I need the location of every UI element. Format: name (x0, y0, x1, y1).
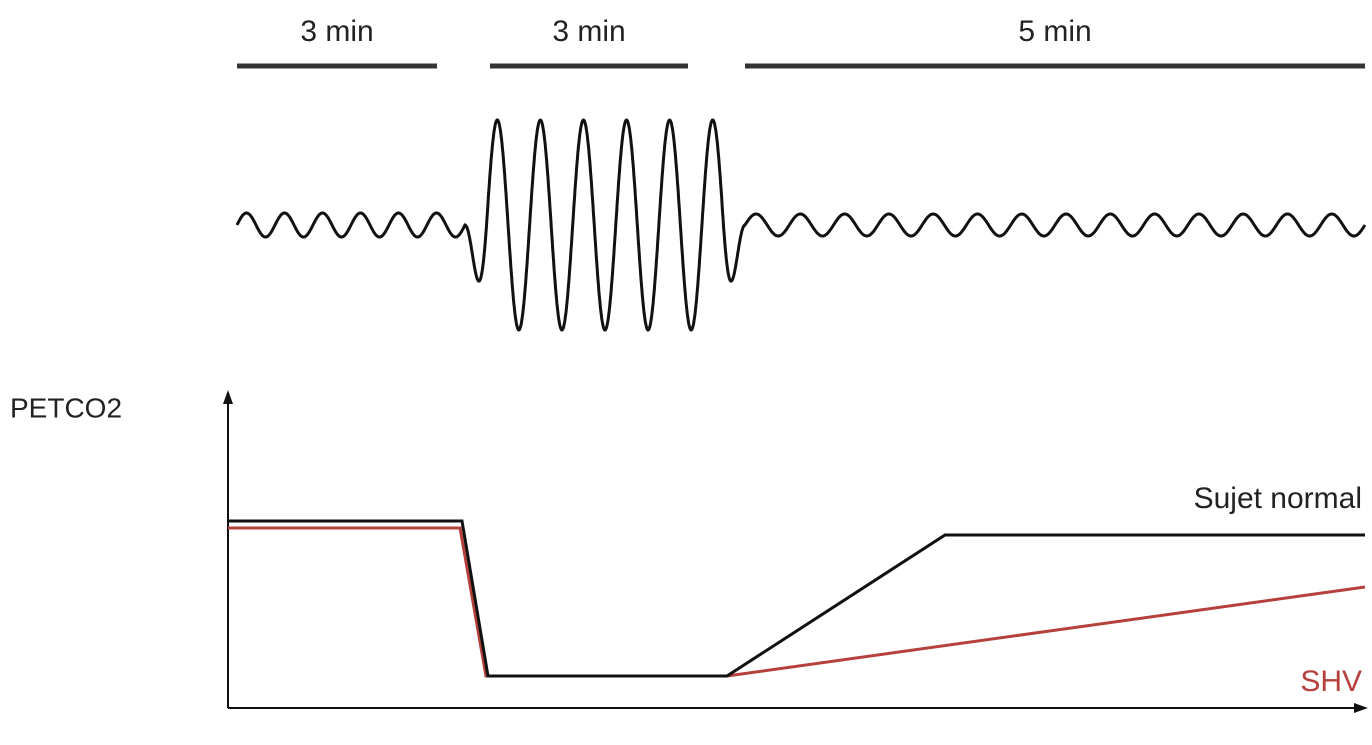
phase-label: 5 min (1018, 15, 1091, 48)
phase-label: 3 min (300, 15, 373, 48)
normal-curve (228, 519, 1365, 678)
phase-label: 3 min (552, 15, 625, 48)
curve-label: Sujet normal (1194, 482, 1362, 515)
x-axis-arrow (1354, 703, 1368, 713)
y-axis-label: PETCO2 (10, 392, 122, 423)
breathing-wave (235, 118, 1367, 332)
curve-label: SHV (1300, 665, 1362, 698)
shv-curve (228, 526, 1366, 678)
y-axis-arrow (223, 390, 233, 404)
